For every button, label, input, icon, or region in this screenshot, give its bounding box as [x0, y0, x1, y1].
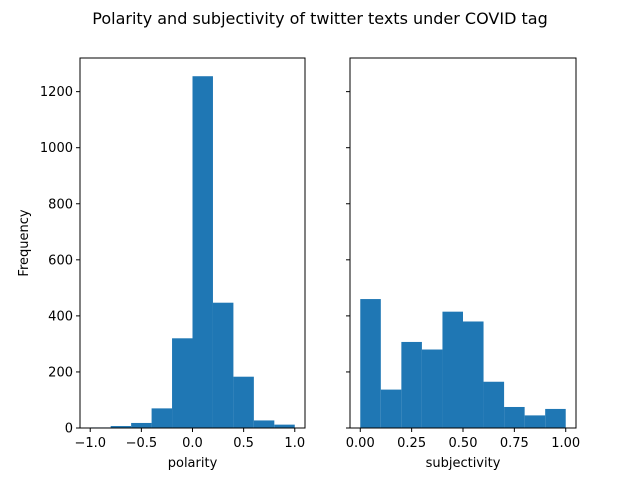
polarity-y-tick-label: 1000: [40, 141, 73, 156]
subjectivity-x-ticks: 0.00 0.25 0.50 0.75 1.00: [346, 428, 580, 451]
subjectivity-bars: [360, 299, 566, 428]
polarity-bar: [253, 420, 275, 428]
polarity-y-tick-label: 1200: [40, 85, 73, 100]
polarity-bar: [172, 338, 193, 428]
polarity-y-tick-label: 0: [65, 422, 73, 437]
subjectivity-bar: [380, 389, 402, 428]
subjectivity-x-tick-label: 0.50: [449, 436, 478, 451]
polarity-x-ticks: −1.0 −0.5 0.0 0.5 1.0: [74, 428, 305, 451]
polarity-x-tick-label: 1.0: [284, 436, 305, 451]
polarity-x-tick-label: 0.0: [182, 436, 203, 451]
figure-title: Polarity and subjectivity of twitter tex…: [92, 9, 547, 28]
polarity-y-tick-label: 200: [48, 365, 73, 380]
subjectivity-bar: [504, 406, 525, 428]
polarity-x-tick-label: 0.5: [233, 436, 254, 451]
polarity-y-axis-label: Frequency: [17, 209, 32, 276]
polarity-bars: [90, 76, 295, 428]
subjectivity-x-tick-label: 1.00: [551, 436, 580, 451]
polarity-bar: [110, 426, 132, 428]
subjectivity-bar: [524, 415, 546, 428]
subjectivity-bar: [545, 408, 566, 428]
subjectivity-x-tick-label: 0.75: [500, 436, 529, 451]
subjectivity-y-ticks: [346, 91, 350, 429]
polarity-axes-frame: [79, 57, 306, 429]
polarity-x-tick-label: −1.0: [74, 436, 106, 451]
subjectivity-bar: [421, 349, 443, 428]
subjectivity-x-tick-label: 0.00: [346, 436, 375, 451]
subjectivity-histogram: 0.00 0.25 0.50 0.75 1.00 subjectivity: [346, 57, 580, 471]
polarity-x-axis-label: polarity: [168, 456, 218, 471]
subjectivity-x-axis-label: subjectivity: [426, 456, 501, 471]
subjectivity-bar: [483, 381, 505, 428]
subjectivity-x-tick-label: 0.25: [397, 436, 426, 451]
polarity-bar: [233, 376, 254, 428]
polarity-bar: [192, 76, 213, 428]
subjectivity-bar: [442, 311, 463, 428]
polarity-y-tick-label: 800: [48, 197, 73, 212]
polarity-bar: [212, 302, 234, 428]
polarity-y-tick-label: 400: [48, 309, 73, 324]
subjectivity-axes-frame: [349, 57, 577, 429]
polarity-y-ticks: 0 200 400 600 800 1000 1200: [40, 85, 80, 437]
subjectivity-bar: [463, 321, 484, 428]
polarity-y-tick-label: 600: [48, 253, 73, 268]
subjectivity-bar: [401, 341, 422, 428]
subjectivity-bar: [360, 299, 381, 428]
polarity-bar: [131, 422, 152, 428]
polarity-bar: [274, 424, 295, 428]
polarity-x-tick-label: −0.5: [126, 436, 158, 451]
polarity-bar: [151, 408, 173, 428]
